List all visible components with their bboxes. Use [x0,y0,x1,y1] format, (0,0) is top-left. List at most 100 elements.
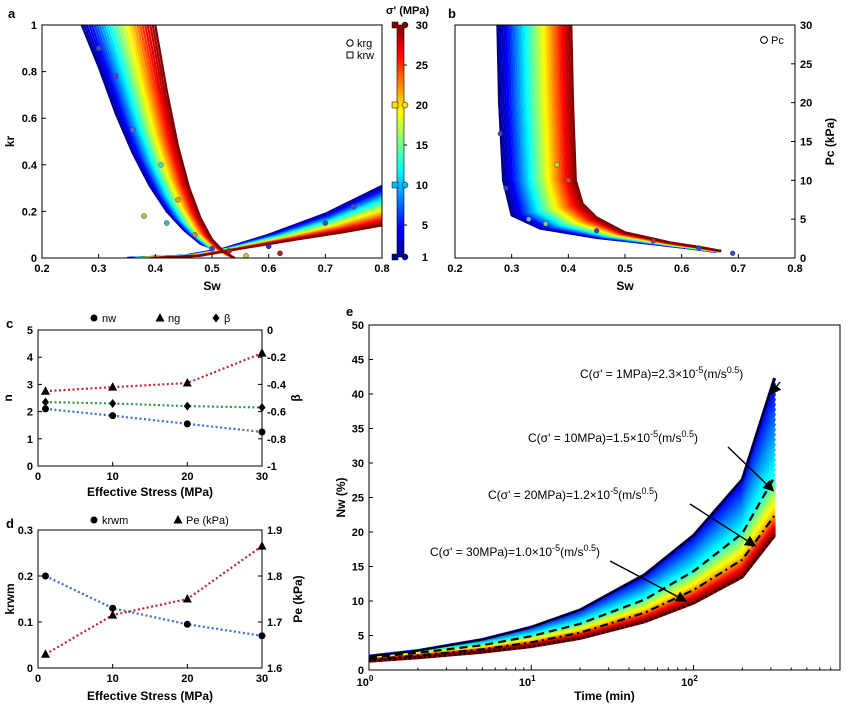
measured-point [594,228,600,234]
panel-b-xtick-label: 0.3 [504,263,519,275]
legend-krw-label: krw [357,50,374,62]
panel-e-xtick-label: 100 [357,674,374,689]
panel-a-xtick-label: 0.2 [34,263,49,275]
panel-b-xtick-label: 0.5 [617,263,632,275]
panel-b-xtick-label: 0.4 [561,263,577,275]
ng-point [182,378,192,387]
colorbar-tick-label: 20 [416,100,428,112]
legend-krg-label: krg [357,38,372,50]
panel-e-ylabel: Nw (%) [334,478,348,518]
β-point [41,397,49,407]
β-point [183,401,191,411]
panel-d-right-ytick-label: 1.7 [267,617,282,629]
panel-a-ytick-label: 0.6 [22,113,37,125]
annotation-label: C(σ' = 1MPa)=2.3×10-5(m/s0.5) [580,365,743,381]
panel-b-letter: b [448,6,456,21]
colorbar-tick-label: 1 [422,252,428,264]
panel-b-xtick-label: 0.2 [447,263,462,275]
panel-b-xlabel: Sw [616,279,634,293]
legend-0-marker [90,516,98,524]
panel-d-right-ytick-label: 1.9 [267,525,282,537]
panel-b-xtick-label: 0.8 [787,263,802,275]
panel-a-xtick-label: 0.8 [374,263,389,275]
panel-d-plot-frame [37,529,263,669]
panel-e-xlabel: Time (min) [574,689,634,703]
annotation-label: C(σ' = 20MPa)=1.2×10-5(m/s0.5) [488,486,658,502]
pc-curve [558,25,721,253]
panel-c-xtick-label: 30 [256,471,268,483]
measured-point [265,243,272,250]
panel-c-right-ytick-label: -0.6 [267,407,286,419]
measured-point [277,250,283,257]
panel-b-ytick-label: 5 [800,214,806,226]
panel-b-ytick-label: 25 [800,59,812,71]
panel-e-ytick-label: 5 [358,631,364,643]
krwm-point [109,604,117,612]
measured-point [243,252,249,258]
measured-point [192,231,198,238]
Pe (kPa)-fit-line [44,545,263,656]
measured-point [209,245,215,252]
measured-point [163,220,170,226]
annotation-label: C(σ' = 30MPa)=1.0×10-5(m/s0.5) [430,543,600,559]
annotation-label: C(σ' = 10MPa)=1.5×10-5(m/s0.5) [528,429,698,445]
panel-a-letter: a [8,6,16,21]
colorbar-marker-circle [401,101,409,109]
panel-b-xtick-label: 0.6 [674,263,689,275]
panel-c-ytick-label: 4 [27,352,34,364]
panel-c-letter: c [6,316,13,331]
panel-d-letter: d [6,516,14,531]
colorbar-marker-circle [401,21,409,29]
measured-point [543,221,549,227]
panel-a-xtick-label: 0.6 [261,263,276,275]
panel-e-ytick-label: 25 [352,493,364,505]
panel-c-ylabel: n [1,394,15,401]
Pe (kPa)-point [182,594,192,603]
panel-e-curves [369,377,777,663]
colorbar-marker-square [391,101,399,109]
panel-a-ytick-label: 0 [31,253,37,265]
legend-1-marker [173,515,183,524]
pc-curve [554,25,721,253]
panel-c-plot-frame [37,329,263,467]
panel-d-xtick-label: 30 [256,673,268,685]
panel-b-ytick-label: 30 [800,20,812,32]
panel-b-xtick-label: 0.7 [731,263,746,275]
colorbar-marker-square [391,253,399,261]
panel-d-ytick-label: 0.3 [18,525,33,537]
legend-0-marker [90,314,98,322]
colorbar [396,24,405,258]
panel-a-xtick-label: 0.3 [91,263,106,275]
measured-point [650,238,656,244]
panel-d-xlabel: Effective Stress (MPa) [87,689,213,703]
β-fit-line [45,401,263,409]
nw-point [41,405,49,413]
panel-c-ytick-label: 2 [27,407,33,419]
measured-point [226,248,232,254]
measured-point [112,73,119,80]
krwm-point [183,620,191,628]
panel-a-curves [80,25,382,258]
Pe (kPa)-point [108,610,118,619]
colorbar-label: σ' (MPa) [386,5,429,17]
legend-0-label: nw [102,313,116,325]
panel-e-ytick-label: 0 [358,665,364,677]
panel-a-xtick-label: 0.4 [148,263,164,275]
panel-c-right-ytick-label: -0.2 [267,352,286,364]
panel-b-ytick-label: 0 [800,253,806,265]
colorbar-marker-square [391,21,399,29]
panel-d-right-ytick-label: 1.6 [267,663,282,675]
β-point [109,398,117,408]
panel-c-right-ytick-label: 0 [267,325,273,337]
colorbar-tick-label: 10 [416,180,428,192]
legend-pc-label: Pc [771,35,784,47]
legend-2-marker [212,313,220,323]
panel-a-ytick-label: 0.8 [22,67,37,79]
panel-e-ytick-label: 35 [352,424,364,436]
nw-sigma-20-line [369,514,776,661]
panel-e-xtick-label: 101 [519,674,536,689]
legend-2-label: β [224,313,230,325]
measured-point [730,250,736,256]
legend-1-label: Pe (kPa) [186,515,229,527]
